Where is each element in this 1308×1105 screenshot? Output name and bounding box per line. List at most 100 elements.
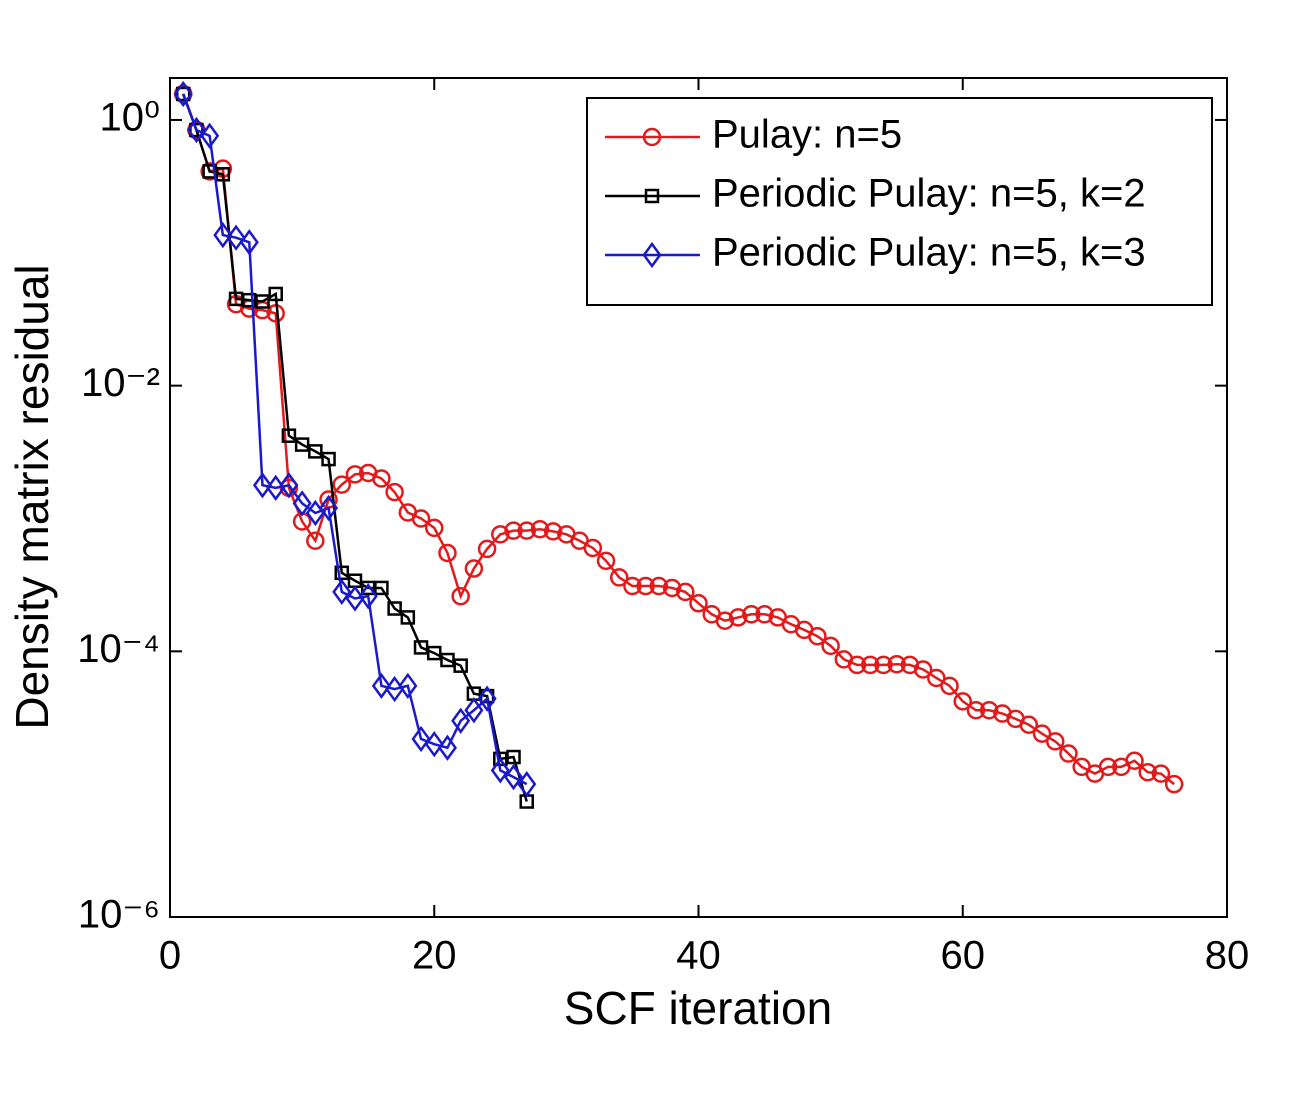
marker [437,734,458,761]
marker [306,531,325,550]
marker [308,444,323,459]
marker [676,582,695,602]
marker [543,522,563,541]
marker [517,771,537,798]
y-tick-label: 10⁰ [99,96,160,140]
marker [424,731,444,758]
marker [387,601,402,616]
marker [268,286,283,302]
marker [715,611,735,630]
marker [453,658,468,673]
marker [464,559,484,578]
marker [438,543,457,563]
marker [530,519,550,539]
marker [953,692,972,711]
marker [642,241,662,269]
series-line [182,93,528,802]
marker [1098,757,1118,777]
marker [477,539,497,559]
marker [319,494,339,522]
marker [186,116,206,144]
x-axis-label: SCF iteration [564,982,832,1034]
legend-label: Periodic Pulay: n=5, k=2 [712,172,1146,216]
marker [215,167,231,182]
marker [490,757,510,784]
legend-label: Pulay: n=5 [712,113,902,157]
x-tick-label: 60 [941,934,986,978]
y-tick-label: 10⁻² [81,361,160,405]
marker [175,86,191,102]
marker [940,676,959,696]
marker [644,188,660,204]
marker [808,626,827,646]
marker [504,521,523,540]
marker [1151,764,1171,783]
marker [913,660,933,679]
marker [173,80,193,108]
y-tick-label: 10⁻⁶ [78,893,160,937]
marker [292,490,312,517]
marker [321,451,336,467]
marker [411,725,431,753]
marker [398,672,418,699]
marker [374,580,389,596]
marker [623,576,642,596]
marker [281,428,297,443]
marker [861,655,880,675]
marker [662,578,682,598]
marker [477,685,497,712]
marker [451,707,471,734]
marker [596,551,616,571]
marker [887,654,906,674]
marker [464,697,484,724]
legend-box [586,97,1213,306]
marker [332,475,352,494]
marker [252,472,273,499]
marker [649,576,669,596]
marker [821,636,840,656]
marker [636,576,655,596]
marker [609,568,629,587]
marker [411,509,431,528]
x-tick-label: 0 [159,934,181,978]
marker [755,605,774,624]
marker [642,127,662,147]
marker [979,701,999,720]
marker [255,294,270,309]
marker [226,224,246,251]
marker [279,472,299,499]
x-tick-label: 20 [412,934,457,978]
marker [239,229,259,256]
marker [189,122,204,138]
marker [345,465,365,484]
marker [332,578,352,606]
marker [583,538,603,558]
marker [742,605,761,624]
marker [425,518,444,538]
marker [372,469,391,488]
marker [966,701,986,720]
marker [491,525,510,544]
marker [358,583,378,610]
legend-label: Periodic Pulay: n=5, k=3 [712,231,1146,275]
marker [517,521,536,540]
marker [385,482,404,502]
y-axis-label: Density matrix residual [6,264,58,729]
marker [1045,732,1065,751]
marker [847,655,867,675]
marker [1164,774,1184,794]
marker [1032,724,1052,743]
marker [371,672,391,699]
marker [1138,762,1157,782]
marker [200,122,220,149]
marker [506,749,521,765]
x-tick-label: 40 [676,934,721,978]
marker [1059,744,1078,763]
x-tick-label: 80 [1205,934,1250,978]
marker [400,610,416,625]
marker [1019,715,1039,735]
marker [451,586,470,606]
marker [503,763,524,791]
marker [927,668,946,688]
